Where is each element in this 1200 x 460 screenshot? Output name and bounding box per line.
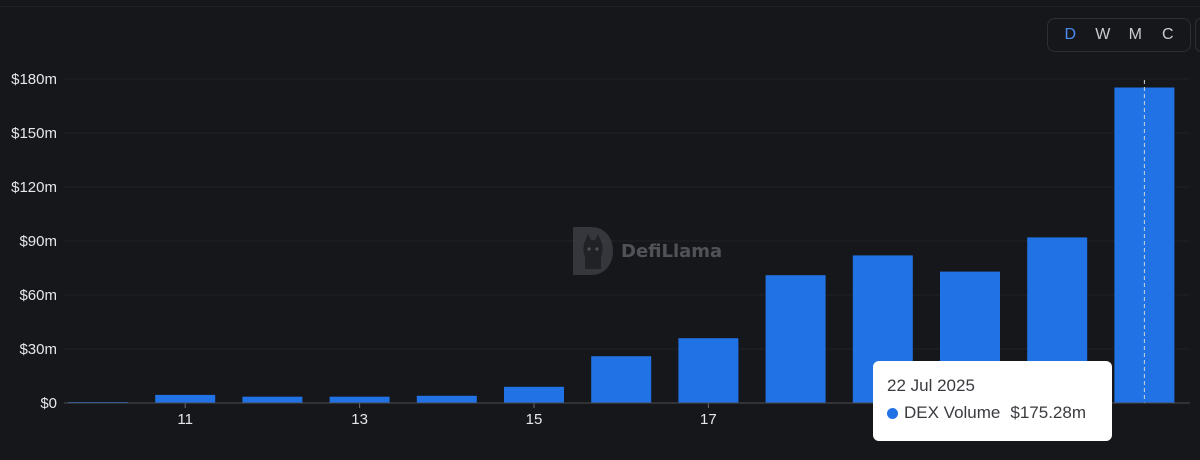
y-tick-label: $150m: [11, 125, 57, 142]
tooltip-value: $175.28m: [1010, 403, 1087, 422]
x-tick-label: 17: [700, 411, 717, 428]
bar-17[interactable]: [678, 338, 739, 403]
bar-18[interactable]: [765, 275, 826, 403]
y-tick-label: $120m: [11, 179, 57, 196]
period-toggle: D W M C: [1047, 18, 1191, 52]
chart-tooltip: 22 Jul 2025 DEX Volume $175.28m: [873, 361, 1112, 441]
watermark: DefiLlama: [571, 225, 722, 277]
bars: [68, 87, 1175, 404]
series-color-dot-icon: [887, 407, 898, 419]
x-tick-label: 13: [351, 411, 368, 428]
period-cumulative-button[interactable]: C: [1161, 26, 1174, 43]
tooltip-series-name: DEX Volume: [904, 403, 1001, 422]
y-tick-label: $30m: [19, 341, 57, 358]
period-monthly-button[interactable]: M: [1128, 26, 1142, 43]
x-tick-label: 11: [177, 411, 193, 428]
tooltip-row: DEX Volume $175.28m: [887, 403, 1098, 423]
period-daily-button[interactable]: D: [1064, 26, 1077, 43]
y-tick-label: $180m: [11, 71, 57, 88]
bar-13[interactable]: [329, 396, 390, 403]
bar-14[interactable]: [416, 395, 477, 403]
x-axis-ticks: 11 13 15 17: [177, 403, 717, 428]
tooltip-date: 22 Jul 2025: [887, 376, 975, 395]
defillama-logo-icon: [573, 227, 613, 275]
bar-11[interactable]: [155, 394, 216, 403]
gridlines: [64, 78, 1190, 350]
y-axis-ticks: $0 $30m $60m $90m $120m $150m $180m: [11, 71, 57, 412]
bar-12[interactable]: [242, 396, 303, 403]
bar-22[interactable]: [1114, 87, 1175, 403]
y-tick-label: $90m: [19, 233, 57, 250]
watermark-text: DefiLlama: [621, 240, 723, 262]
x-tick-label: 15: [526, 411, 543, 428]
period-weekly-button[interactable]: W: [1095, 26, 1111, 43]
bar-16[interactable]: [591, 356, 652, 403]
y-tick-label: $0: [40, 395, 57, 412]
y-tick-label: $60m: [19, 287, 57, 304]
bar-15[interactable]: [504, 386, 564, 403]
